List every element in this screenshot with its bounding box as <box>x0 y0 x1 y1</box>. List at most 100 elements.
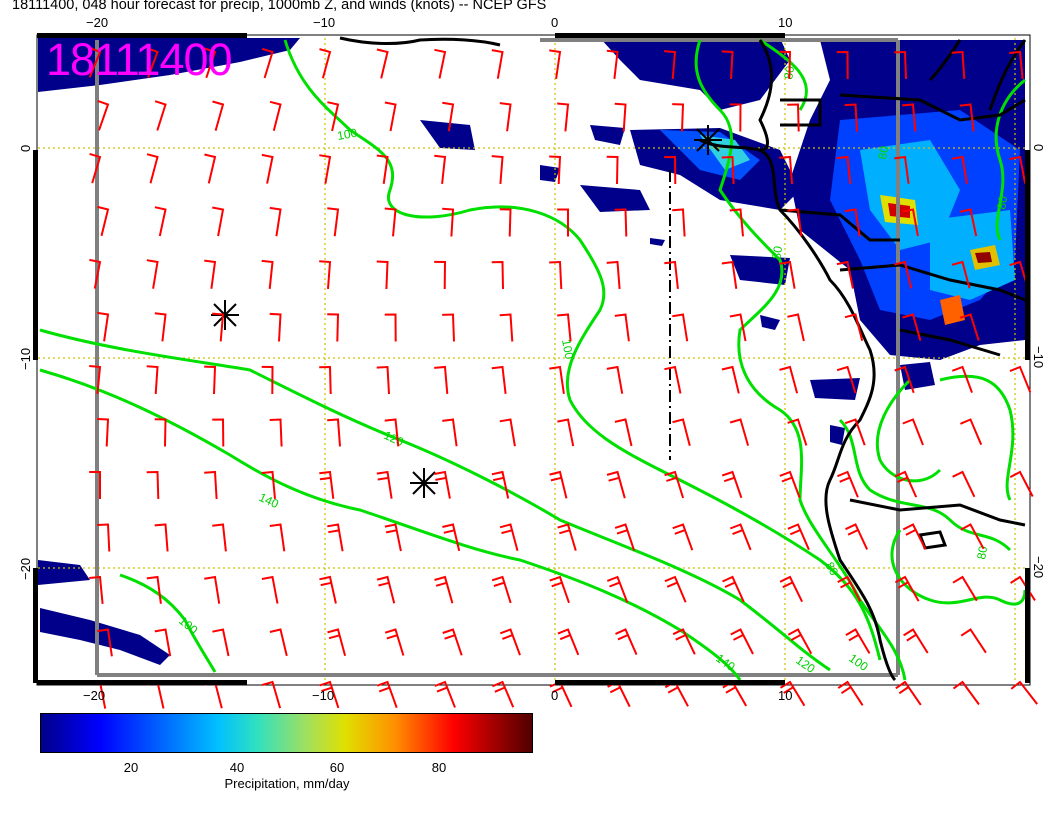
date-stamp: 18111400 <box>46 34 233 85</box>
wind-barb <box>902 523 927 550</box>
wind-barb <box>557 523 577 551</box>
wind-barb <box>212 312 225 342</box>
wind-barb <box>844 313 864 342</box>
right-tick-labels: 0 −10 −20 <box>1031 144 1046 578</box>
wind-barb <box>549 155 562 185</box>
wind-barb <box>729 208 744 237</box>
wind-barb <box>442 101 455 132</box>
wind-barb <box>894 155 910 184</box>
wind-barb <box>672 208 686 237</box>
wind-barb <box>97 418 110 447</box>
wind-barb <box>837 470 859 498</box>
wind-barbs <box>88 46 1038 709</box>
wind-barb <box>376 48 389 79</box>
wind-barb <box>204 153 217 184</box>
wind-barb <box>499 628 521 656</box>
wind-barb <box>146 47 159 78</box>
wind-barb <box>442 418 458 447</box>
wind-barb <box>376 470 393 499</box>
wind-barb <box>319 260 332 289</box>
wind-barb <box>261 365 274 395</box>
wind-barb <box>269 312 282 342</box>
wind-barb <box>204 365 217 395</box>
wind-barb <box>442 628 463 656</box>
wind-barb <box>672 418 691 447</box>
wind-barb <box>549 470 568 499</box>
wind-barb <box>787 103 800 132</box>
wind-barb <box>269 418 283 447</box>
wind-barb <box>89 258 102 289</box>
wind-barb <box>146 470 160 500</box>
wind-barb <box>261 153 274 184</box>
wind-barb <box>212 100 225 131</box>
wind-barb <box>729 313 747 342</box>
wind-barb <box>894 575 920 602</box>
wind-barb <box>491 49 504 79</box>
wind-barb <box>261 259 274 290</box>
wind-barb <box>951 365 973 393</box>
wind-barb <box>327 313 340 342</box>
wind-barb <box>951 260 971 289</box>
wind-barb <box>154 206 167 237</box>
tick-label: −10 <box>312 688 334 703</box>
wind-barb <box>902 313 922 341</box>
axis-bars <box>33 33 1030 685</box>
wind-barb <box>327 628 347 656</box>
wind-barb <box>204 259 217 289</box>
wind-barb <box>844 418 866 446</box>
colorbar-gradient <box>40 713 533 753</box>
wind-barb <box>894 260 913 289</box>
wind-barb <box>146 153 159 184</box>
wind-barb <box>491 260 504 290</box>
wind-barb <box>146 575 162 604</box>
wind-barb <box>959 313 980 341</box>
wind-barb <box>729 103 742 132</box>
wind-barb <box>154 523 169 552</box>
wind-barb <box>1009 155 1027 184</box>
wind-barb <box>384 313 397 342</box>
wind-barb <box>154 312 167 342</box>
bottom-tick-labels: −20 −10 0 10 <box>83 688 792 703</box>
wind-barb <box>204 680 223 709</box>
wind-barb <box>384 628 405 656</box>
wind-barb <box>154 628 172 657</box>
wind-barb <box>779 155 793 184</box>
wind-barb <box>606 470 626 499</box>
wind-barb <box>499 208 512 237</box>
wind-barb <box>787 628 813 655</box>
wind-barb <box>146 365 159 395</box>
tick-label: −20 <box>83 688 105 703</box>
wind-barb <box>952 575 978 602</box>
wind-barb <box>607 680 631 708</box>
contour-label: 100 <box>559 338 576 360</box>
wind-barb <box>376 680 398 709</box>
wind-barb <box>952 680 980 706</box>
wind-barb <box>327 207 340 237</box>
wind-barb <box>664 50 677 79</box>
wind-barb <box>615 628 638 656</box>
wind-barb <box>672 103 685 132</box>
contour-label: 80 <box>769 245 785 261</box>
wind-barb <box>779 470 801 498</box>
wind-barb <box>664 470 685 499</box>
height-contours <box>39 38 1027 681</box>
contour-label: 80 <box>822 560 841 579</box>
wind-barb <box>845 523 869 550</box>
wind-barb <box>491 365 507 395</box>
wind-barb <box>722 680 748 707</box>
wind-barb <box>88 46 102 78</box>
wind-barb <box>614 208 628 237</box>
wind-barb <box>97 311 110 342</box>
wind-barb <box>836 365 857 394</box>
wind-barb <box>261 470 276 499</box>
wind-barb <box>97 628 113 657</box>
grid-lines <box>38 38 1025 682</box>
wind-barb <box>664 155 677 185</box>
wind-barb <box>319 154 332 184</box>
contour-label: 80 <box>974 545 990 561</box>
wind-barb <box>499 102 512 132</box>
wind-barb <box>672 523 694 551</box>
domain-box <box>95 38 900 677</box>
wind-barb <box>779 365 799 394</box>
